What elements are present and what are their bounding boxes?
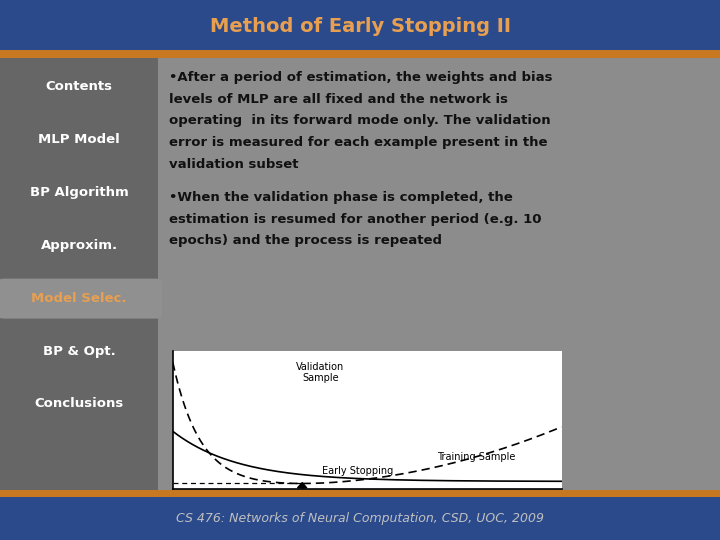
Text: estimation is resumed for another period (e.g. 10: estimation is resumed for another period… [169,213,541,226]
Text: •When the validation phase is completed, the: •When the validation phase is completed,… [169,191,513,204]
Text: levels of MLP are all fixed and the network is: levels of MLP are all fixed and the netw… [169,93,508,106]
Polygon shape [297,483,307,488]
Text: •After a period of estimation, the weights and bias: •After a period of estimation, the weigh… [169,71,553,84]
Text: CS 476: Networks of Neural Computation, CSD, UOC, 2009: CS 476: Networks of Neural Computation, … [176,512,544,525]
Text: BP & Opt.: BP & Opt. [42,345,116,357]
Text: epochs) and the process is repeated: epochs) and the process is repeated [169,234,442,247]
Text: MLP Model: MLP Model [38,133,120,146]
Text: validation subset: validation subset [169,158,299,171]
Text: Conclusions: Conclusions [35,397,124,410]
Text: Number of
Epochs: Number of Epochs [361,519,413,540]
Text: Approxim.: Approxim. [40,239,118,252]
Text: 0: 0 [170,500,176,510]
Text: Validation
Sample: Validation Sample [297,362,345,383]
Text: Training Sample: Training Sample [436,451,515,462]
Text: Contents: Contents [45,80,113,93]
Text: Method of Early Stopping II: Method of Early Stopping II [210,17,510,37]
Text: Early Stopping: Early Stopping [322,466,393,476]
Text: error is measured for each example present in the: error is measured for each example prese… [169,136,548,149]
Text: Mean
Squared
Error: Mean Squared Error [102,389,142,423]
Text: Model Selec.: Model Selec. [32,292,127,305]
Text: operating  in its forward mode only. The validation: operating in its forward mode only. The … [169,114,551,127]
Text: BP Algorithm: BP Algorithm [30,186,129,199]
